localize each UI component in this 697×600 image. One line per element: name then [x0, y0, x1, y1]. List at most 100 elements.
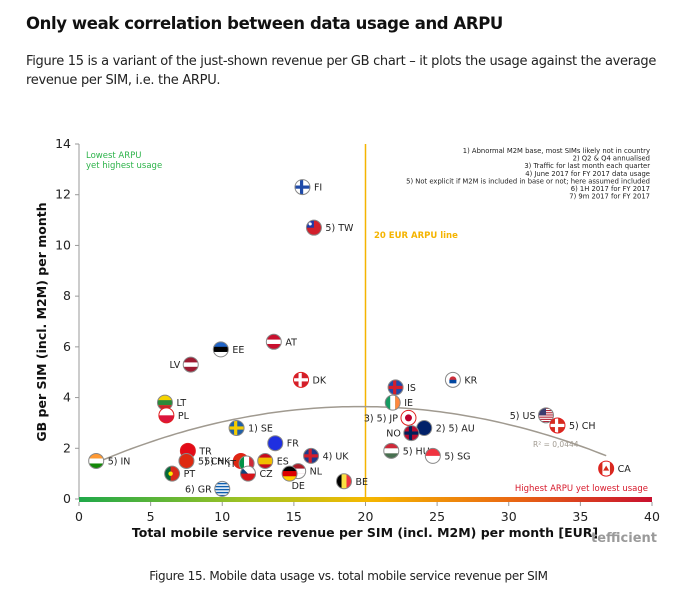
y-tick-label: 2 [63, 440, 71, 455]
point-label: BE [356, 477, 369, 488]
flag-stripe [538, 418, 554, 420]
point-label: IT [227, 459, 236, 470]
flag-ring [164, 465, 181, 482]
x-axis-gradient-bar [79, 497, 652, 502]
flag-dk-icon [293, 372, 309, 388]
flag-jp-icon [400, 410, 416, 426]
y-tick-label: 14 [55, 136, 71, 151]
point-label: CA [618, 464, 632, 475]
flag-band [383, 453, 399, 459]
flag-band [257, 464, 273, 469]
data-point: FI [294, 179, 322, 196]
footnote-line: 4) June 2017 for FY 2017 data usage [525, 170, 650, 178]
flag-band [290, 473, 306, 479]
flag-ring [294, 179, 311, 196]
data-point: AT [265, 333, 297, 350]
flag-cross-v [308, 448, 312, 464]
data-point: FR [267, 435, 299, 452]
x-tick-label: 25 [429, 509, 445, 524]
point-label: 5) HK [204, 456, 231, 467]
flag-ee-icon [213, 341, 229, 357]
y-tick-label: 8 [63, 288, 71, 303]
flag-cross-v [298, 372, 302, 388]
flag-uk-icon [303, 448, 319, 464]
flag-ring [384, 394, 401, 411]
point-label: 5) CH [569, 421, 596, 432]
flag-stripe [538, 416, 554, 418]
flag-emblem [168, 471, 173, 476]
flag-ring [549, 417, 566, 434]
flag-cn-icon [178, 453, 194, 469]
footnote-line: 6) 1H 2017 for FY 2017 [571, 185, 650, 193]
flag-ring [228, 420, 245, 436]
flag-ring [424, 447, 441, 464]
flag-ring [305, 219, 322, 236]
data-point: IS [387, 379, 416, 396]
trendline [95, 405, 607, 464]
flag-band [239, 456, 245, 471]
flag-stripe [538, 421, 554, 423]
flag-hu-icon [383, 443, 399, 459]
point-label: ES [277, 456, 289, 467]
data-point: 5) TW [305, 219, 354, 236]
x-tick-label: 30 [501, 509, 517, 524]
flag-bg [416, 420, 432, 436]
flag-ring [88, 452, 105, 469]
x-tick-label: 35 [572, 509, 588, 524]
flag-ring [214, 480, 231, 497]
flag-band [282, 476, 298, 482]
flag-band [88, 458, 104, 464]
flag-lv-icon [183, 357, 199, 373]
point-label: AT [285, 337, 297, 348]
flag-band [244, 456, 250, 471]
x-tick-label: 10 [214, 509, 230, 524]
annotation-highest-arpu: Highest ARPU yet lowest usage [515, 484, 648, 494]
flag-sun [308, 222, 312, 226]
point-label: 3) 5) JP [364, 413, 398, 424]
flag-band [88, 463, 104, 469]
flag-band [170, 466, 180, 482]
flag-bg [267, 435, 283, 451]
figure-caption: Figure 15. Mobile data usage vs. total m… [149, 569, 548, 583]
y-tick-label: 0 [63, 491, 71, 506]
flag-ring [387, 379, 404, 396]
flag-cross-v [234, 420, 238, 436]
flag-us-icon [538, 407, 554, 423]
point-label: PT [184, 469, 196, 480]
point-label: LV [169, 360, 180, 371]
flag-stripe [214, 491, 230, 494]
point-label: 2) 5) AU [436, 424, 475, 435]
y-tick-label: 12 [55, 187, 71, 202]
data-point: DE [281, 465, 305, 492]
data-point: EE [212, 341, 244, 358]
data-point: 5) CN [178, 452, 224, 469]
flag-band [346, 473, 352, 489]
flag-ring [537, 407, 554, 424]
flag-ring [293, 371, 310, 388]
flag-ring [444, 371, 461, 388]
flag-band [395, 395, 401, 411]
flag-no-icon [403, 425, 419, 441]
flag-at-icon [266, 334, 282, 350]
flag-is-icon [388, 379, 404, 395]
y-tick-label: 6 [63, 339, 71, 354]
flag-de-icon [282, 466, 298, 482]
trendline-group [95, 405, 607, 464]
data-point: PT [164, 465, 196, 482]
x-tick-label: 0 [75, 509, 83, 524]
data-point: 3) 5) JP [364, 409, 417, 426]
point-label: 5) US [510, 411, 536, 422]
point-label: DK [313, 375, 327, 386]
flag-kr-icon [445, 372, 461, 388]
footnote-line: 7) 9m 2017 for FY 2017 [569, 193, 650, 201]
flag-ch-icon [549, 417, 565, 433]
data-point: DK [293, 371, 327, 388]
flag-ring [383, 442, 400, 459]
data-point: 4) UK [303, 447, 349, 464]
point-label: PL [178, 411, 190, 422]
intro-paragraph: Figure 15 is a variant of the just-shown… [26, 54, 657, 88]
flag-ring [212, 341, 229, 358]
flag-band [157, 400, 173, 406]
annotation-highest-usage: yet highest usage [86, 161, 162, 171]
